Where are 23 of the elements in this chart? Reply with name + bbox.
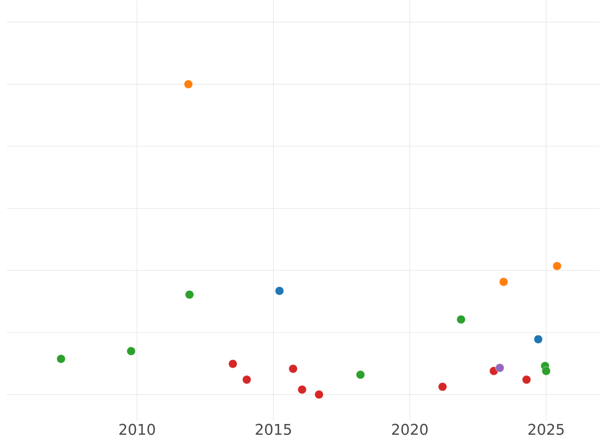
point bbox=[275, 286, 284, 296]
point bbox=[534, 334, 543, 344]
point bbox=[56, 354, 66, 364]
point bbox=[185, 290, 194, 300]
point bbox=[456, 315, 466, 324]
point bbox=[242, 375, 252, 384]
point bbox=[314, 390, 324, 399]
point bbox=[126, 346, 136, 356]
x-tick-label: 2010 bbox=[119, 424, 155, 435]
point bbox=[288, 364, 298, 374]
point bbox=[499, 277, 508, 286]
x-tick-label: 2020 bbox=[392, 424, 428, 435]
point bbox=[184, 80, 193, 89]
point bbox=[495, 363, 504, 372]
point bbox=[552, 262, 562, 270]
point bbox=[522, 375, 531, 384]
x-tick-label: 2025 bbox=[528, 424, 564, 435]
point bbox=[542, 366, 551, 376]
point bbox=[356, 370, 365, 380]
point bbox=[228, 359, 238, 368]
point bbox=[438, 382, 447, 392]
x-tick-label: 2015 bbox=[256, 424, 291, 435]
point bbox=[298, 385, 306, 394]
